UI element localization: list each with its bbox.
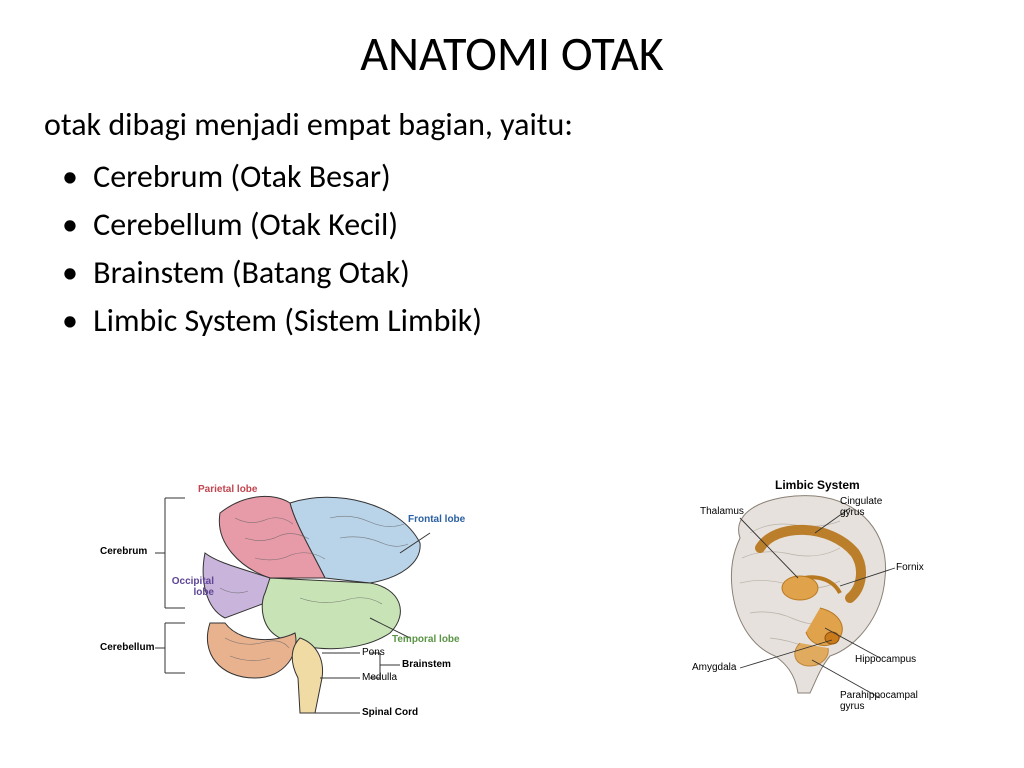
label-medulla: Medulla [362,672,397,683]
label-parahippo: Parahippocampal gyrus [840,690,930,712]
page-title: ANATOMI OTAK [0,0,1024,101]
intro-text: otak dibagi menjadi empat bagian, yaitu: [44,101,1024,149]
label-cerebrum: Cerebrum [100,546,147,557]
label-parietal: Parietal lobe [198,484,257,495]
label-thalamus: Thalamus [700,506,744,517]
list-item: Cerebellum (Otak Kecil) [62,201,1024,249]
label-frontal: Frontal lobe [408,514,465,525]
label-occipital: Occipital lobe [164,576,214,598]
label-spinal: Spinal Cord [362,707,418,718]
label-fornix: Fornix [896,562,924,573]
content-block: otak dibagi menjadi empat bagian, yaitu:… [0,101,1024,345]
label-cerebellum: Cerebellum [100,642,154,653]
label-brainstem: Brainstem [402,659,451,670]
label-temporal: Temporal lobe [392,634,460,645]
diagram-row: Parietal lobe Frontal lobe Cerebrum Occi… [0,478,1024,738]
label-limbic-title: Limbic System [775,478,860,492]
list-item: Limbic System (Sistem Limbik) [62,297,1024,345]
brain-lobes-diagram: Parietal lobe Frontal lobe Cerebrum Occi… [100,478,480,728]
label-hippocampus: Hippocampus [855,654,916,665]
limbic-system-diagram: Limbic System Thalamus Cingulate gyrus F… [680,478,930,738]
list-item: Cerebrum (Otak Besar) [62,153,1024,201]
list-item: Brainstem (Batang Otak) [62,249,1024,297]
label-cingulate: Cingulate gyrus [840,496,895,518]
label-pons: Pons [362,647,385,658]
label-amygdala: Amygdala [692,662,736,673]
bullet-list: Cerebrum (Otak Besar) Cerebellum (Otak K… [44,153,1024,345]
